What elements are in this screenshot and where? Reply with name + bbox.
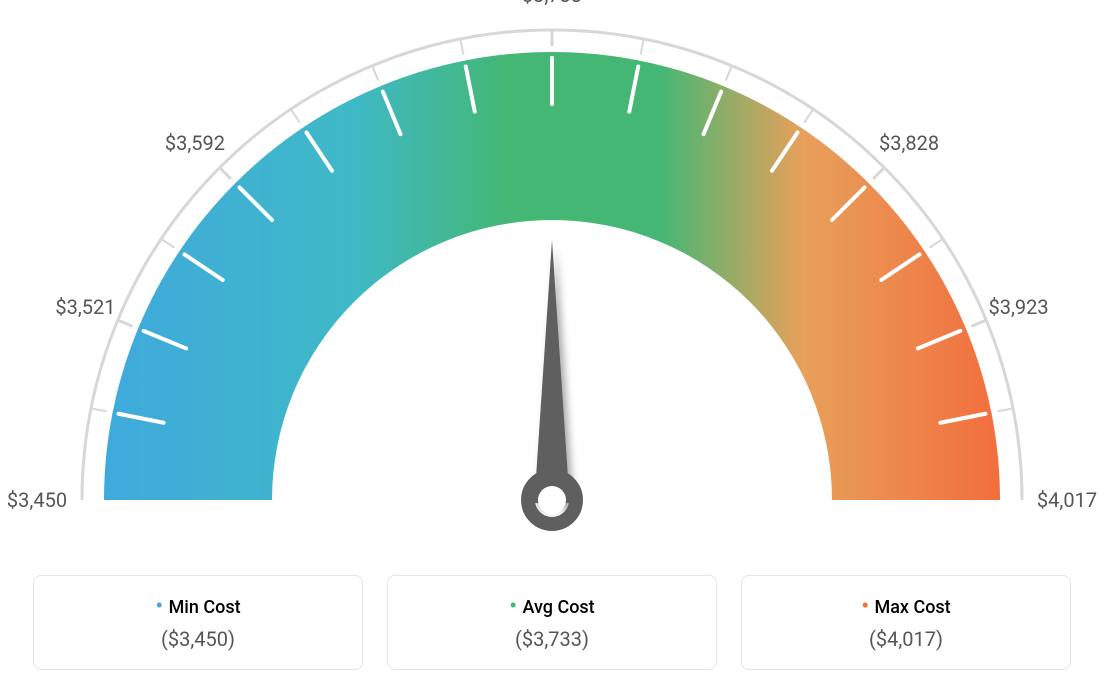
gauge-tick-label: $3,450 — [7, 488, 67, 512]
legend-max-value: ($4,017) — [762, 627, 1050, 651]
legend-row: Min Cost ($3,450) Avg Cost ($3,733) Max … — [0, 575, 1104, 670]
legend-card-min: Min Cost ($3,450) — [33, 575, 363, 670]
legend-min-value: ($3,450) — [54, 627, 342, 651]
legend-avg-title: Avg Cost — [408, 594, 696, 619]
gauge-tick-label: $3,828 — [879, 131, 939, 155]
legend-card-avg: Avg Cost ($3,733) — [387, 575, 717, 670]
legend-min-title: Min Cost — [54, 594, 342, 619]
gauge-tick-label: $3,592 — [165, 131, 225, 155]
legend-avg-value: ($3,733) — [408, 627, 696, 651]
gauge-tick-label: $3,521 — [55, 295, 115, 319]
gauge-tick-label: $4,017 — [1037, 488, 1097, 512]
gauge-svg — [0, 0, 1104, 560]
gauge-tick-label: $3,733 — [522, 0, 582, 7]
gauge-tick-label: $3,923 — [988, 295, 1048, 319]
cost-gauge: $3,450 $3,521 $3,592 $3,733 $3,828 $3,923 $4,0… — [0, 0, 1104, 560]
legend-card-max: Max Cost ($4,017) — [741, 575, 1071, 670]
legend-max-title: Max Cost — [762, 594, 1050, 619]
